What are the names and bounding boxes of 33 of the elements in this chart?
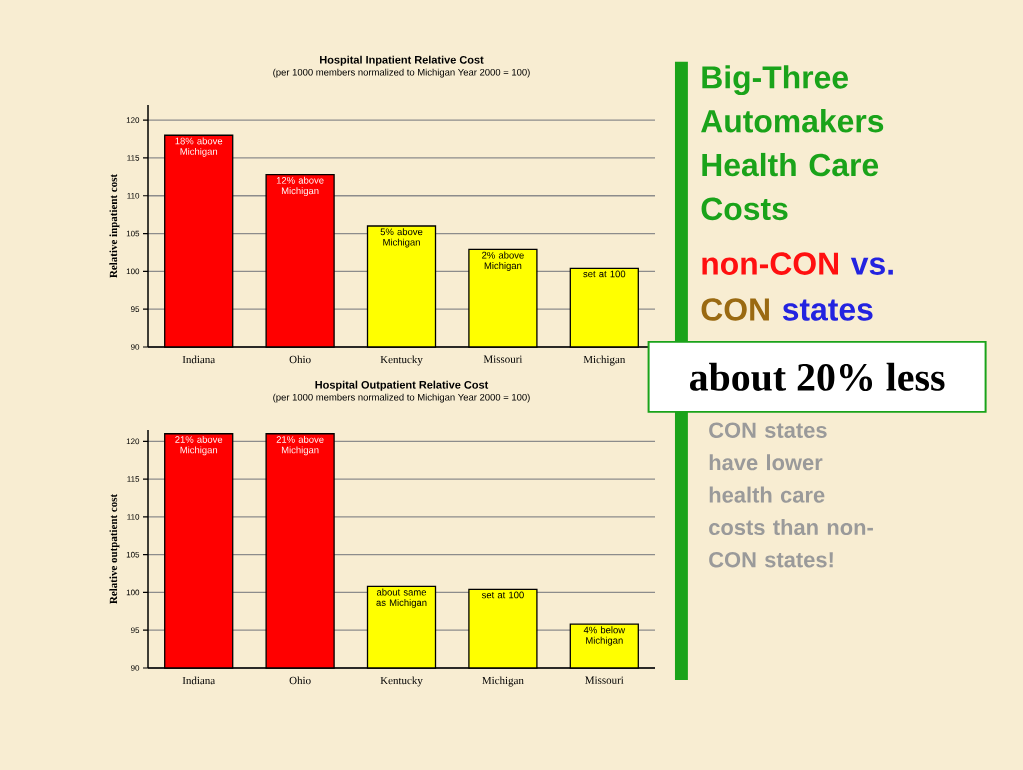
text: states [782, 299, 873, 321]
annotation: 4% below Michigan [583, 626, 626, 646]
text: Big-Three Automakers Health Care Costs [701, 65, 884, 221]
annotation: set at 100 [583, 270, 626, 278]
text: CON [701, 298, 769, 321]
annotation: about same as Michigan [376, 588, 427, 608]
annotation: 2% above Michigan [482, 251, 524, 271]
x-tick-label: Missouri [585, 676, 624, 684]
annotation: 5% above Michigan [380, 228, 423, 248]
text: non-CON [702, 252, 838, 275]
x-tick-label: Indiana [182, 676, 215, 685]
text: about 20% less [689, 362, 945, 391]
annotation: set at 100 [481, 591, 524, 599]
x-tick-label: Kentucky [380, 355, 423, 366]
x-tick-label: Missouri [483, 355, 523, 363]
y-axis-title: Relative outpatient cost [109, 493, 120, 604]
y-axis-title: Relative inpatient cost [109, 173, 120, 278]
chart-subtitle: (per 1000 members normalized to Michigan Year 2000 = 100) [273, 68, 530, 78]
text: CON states have lower health care costs than non-CON states! [709, 422, 873, 568]
chart-title: Hospital Inpatient Relative Cost [320, 55, 484, 66]
annotation: 12% above Michigan [276, 176, 324, 197]
annotation: 21% above Michigan [175, 435, 223, 456]
annotation: 21% above Michigan [276, 435, 324, 456]
x-tick-label: Michigan [482, 676, 524, 687]
x-tick-label: Ohio [289, 355, 311, 364]
x-tick-label: Ohio [289, 676, 311, 685]
chart-subtitle: (per 1000 members normalized to Michigan Year 2000 = 100) [273, 393, 530, 403]
x-tick-label: Kentucky [380, 676, 423, 687]
chart-title: Hospital Outpatient Relative Cost [315, 380, 489, 391]
text: vs. [850, 257, 893, 275]
annotation: 18% above Michigan [175, 137, 223, 157]
x-tick-label: Michigan [583, 355, 626, 366]
x-tick-label: Indiana [182, 355, 215, 364]
